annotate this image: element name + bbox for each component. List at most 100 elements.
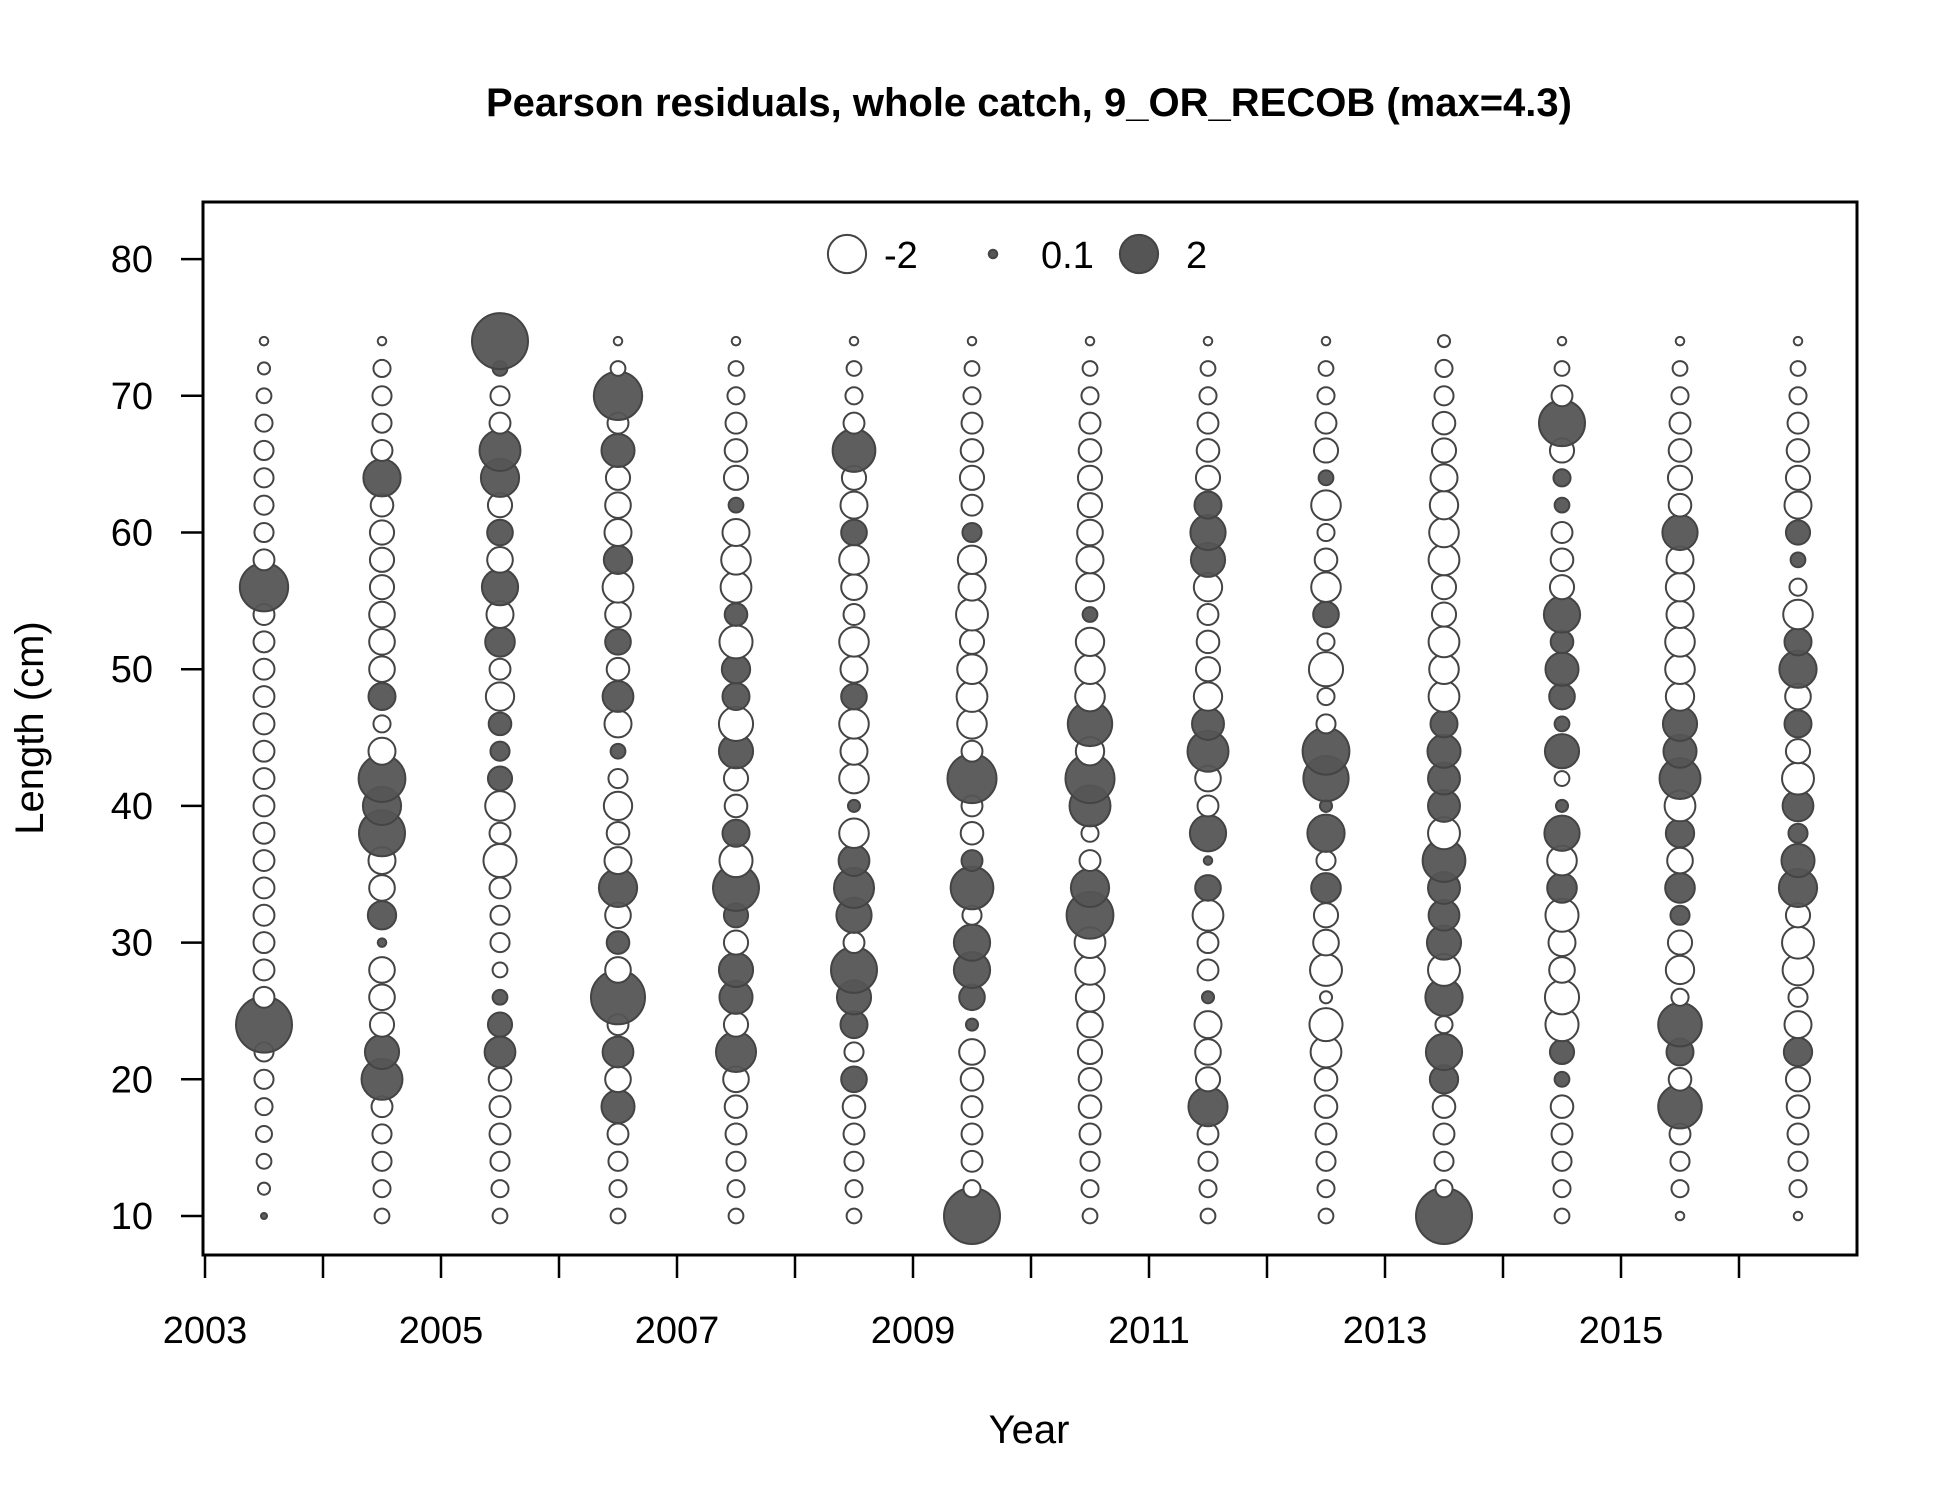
bubble-negative xyxy=(1428,516,1460,549)
bubble-negative xyxy=(1317,1207,1335,1225)
bubble-negative xyxy=(843,1041,865,1063)
bubble-negative xyxy=(955,597,989,632)
bubble-negative xyxy=(842,603,866,626)
bubble-positive xyxy=(1301,726,1351,776)
bubble-negative xyxy=(255,1152,273,1170)
bubble-positive xyxy=(1548,1038,1576,1066)
bubble-negative xyxy=(368,519,396,546)
bubble-negative xyxy=(368,628,396,656)
bubble-negative xyxy=(605,820,631,846)
bubble-negative xyxy=(1196,931,1220,955)
bubble-negative xyxy=(1313,1094,1339,1119)
bubble-negative xyxy=(958,1038,986,1066)
bubble-negative xyxy=(604,464,632,491)
bubble-positive xyxy=(1312,600,1340,629)
bubble-negative xyxy=(488,411,512,435)
bubble-negative xyxy=(367,736,397,766)
bubble-negative xyxy=(1194,656,1222,683)
bubble-negative xyxy=(956,708,988,740)
bubble-negative xyxy=(1074,653,1106,685)
bubble-positive xyxy=(1426,733,1462,769)
x-tick-label: 2009 xyxy=(871,1310,956,1352)
legend: -2 0.1 2 xyxy=(826,233,1207,277)
bubble-negative xyxy=(253,439,275,462)
bubble-positive xyxy=(1187,1086,1229,1128)
bubble-negative xyxy=(722,1011,750,1038)
bubble-negative xyxy=(604,600,632,629)
bubble-positive xyxy=(837,844,871,877)
bubble-negative xyxy=(489,932,511,954)
bubble-negative xyxy=(1315,713,1337,735)
bubble-negative xyxy=(962,1179,982,1199)
bubble-negative xyxy=(1784,464,1812,491)
bubble-negative xyxy=(491,961,509,979)
bubble-negative xyxy=(1666,846,1694,875)
bubble-negative xyxy=(1199,360,1217,377)
bubble-negative xyxy=(256,361,272,376)
bubble-negative xyxy=(252,958,276,982)
bubble-negative xyxy=(489,385,511,407)
bubble-positive xyxy=(486,1011,514,1038)
bubble-negative xyxy=(844,386,864,406)
bubble-negative xyxy=(372,714,392,734)
bubble-negative xyxy=(488,1122,512,1146)
bubble-negative xyxy=(252,985,276,1009)
bubble-negative xyxy=(252,876,276,900)
bubble-negative xyxy=(1316,386,1336,406)
bubble-negative xyxy=(1431,410,1457,436)
bubble-negative xyxy=(1197,1150,1219,1172)
bubble-negative xyxy=(724,411,748,435)
bubble-negative xyxy=(603,709,633,739)
bubble-negative xyxy=(605,656,631,682)
bubble-negative xyxy=(1556,335,1568,347)
bubble-negative xyxy=(1433,1150,1455,1172)
bubble-negative xyxy=(372,358,392,378)
y-tick-label: 60 xyxy=(111,513,153,555)
bubble-positive xyxy=(1310,872,1342,904)
bubble-negative xyxy=(1789,360,1807,377)
bubble-positive xyxy=(1194,874,1222,902)
bubble-positive xyxy=(949,865,995,911)
bubble-negative xyxy=(604,956,632,984)
bubble-negative xyxy=(724,1122,748,1146)
bubble-negative xyxy=(252,794,276,818)
bubble-negative xyxy=(252,685,276,708)
bubble-negative xyxy=(723,438,749,463)
bubble-positive xyxy=(1546,872,1578,904)
bubble-negative xyxy=(1316,1179,1336,1199)
bubble-positive xyxy=(1661,513,1699,552)
bubble-negative xyxy=(722,765,750,792)
bubble-negative xyxy=(956,653,988,685)
bubble-positive xyxy=(1542,595,1582,634)
bubble-negative xyxy=(1787,986,1809,1008)
bubble-positive xyxy=(1200,990,1216,1005)
bubble-negative xyxy=(838,762,870,795)
bubble-negative xyxy=(1547,928,1577,958)
bubble-negative xyxy=(1553,1207,1571,1225)
bubble-negative xyxy=(1436,334,1452,349)
bubble-negative xyxy=(370,439,394,462)
bubble-negative xyxy=(848,335,860,347)
bubble-negative xyxy=(962,386,982,406)
bubble-negative xyxy=(371,412,393,434)
bubble-negative xyxy=(1427,543,1461,577)
bubble-negative xyxy=(1074,982,1106,1013)
bubble-negative xyxy=(1781,761,1815,796)
bubble-negative xyxy=(1784,738,1812,765)
bubble-negative xyxy=(1077,1094,1103,1119)
bubble-negative xyxy=(490,1179,510,1199)
bubble-negative xyxy=(960,1122,984,1146)
bubble-negative xyxy=(1428,489,1460,521)
bubble-positive xyxy=(478,429,522,472)
bubble-negative xyxy=(1199,1207,1217,1225)
bubble-negative xyxy=(1314,1122,1338,1146)
bubble-negative xyxy=(1784,1066,1812,1093)
bubble-negative xyxy=(1664,626,1696,658)
bubble-negative xyxy=(963,360,981,377)
bubble-negative xyxy=(253,467,275,489)
bubble-negative xyxy=(604,1065,632,1094)
bubble-negative xyxy=(726,386,746,406)
bubble-negative xyxy=(489,904,511,926)
bubble-negative xyxy=(612,335,624,347)
bubble-negative xyxy=(258,335,270,347)
